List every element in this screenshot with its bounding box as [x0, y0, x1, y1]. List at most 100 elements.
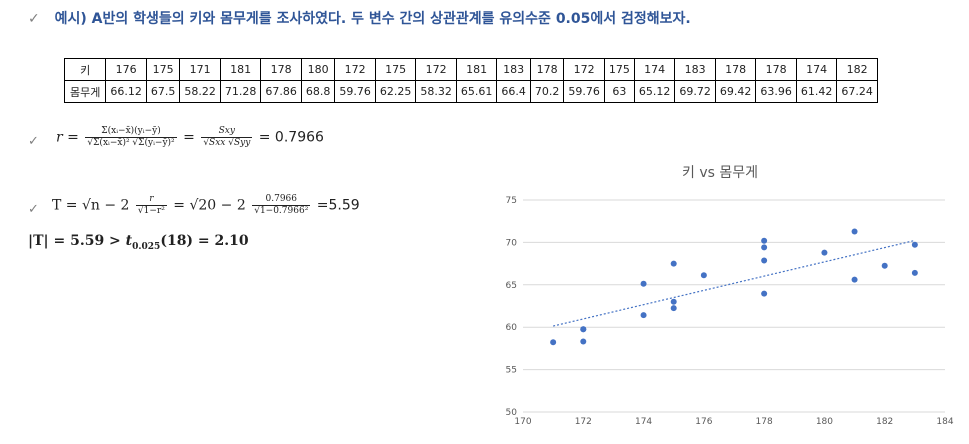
x-tick-label: 174	[635, 417, 652, 427]
fraction-numerator: Σ(xᵢ−x̄)(yᵢ−ȳ)	[85, 126, 177, 138]
x-tick-label: 176	[695, 417, 712, 427]
table-cell: 183	[496, 58, 531, 81]
formula-fraction: Sxy √Sxx √Syy	[201, 126, 253, 149]
formula-fraction: r √1−r²	[135, 194, 167, 217]
table-cell: 70.2	[529, 80, 565, 103]
table-cell: 59.76	[563, 80, 605, 103]
row-header-height: 키	[63, 58, 107, 81]
table-cell: 178	[260, 58, 302, 81]
table-cell: 69.42	[714, 80, 757, 103]
x-tick-label: 178	[756, 417, 773, 427]
data-point	[851, 228, 858, 235]
x-tick-label: 180	[816, 417, 833, 427]
fraction-numerator: r	[135, 194, 167, 206]
data-point	[881, 262, 888, 269]
fraction-denominator: √1−r²	[137, 206, 165, 216]
x-tick-label: 184	[936, 417, 953, 427]
conclusion: |T| = 5.59 > t0.025(18) = 2.10	[28, 233, 249, 252]
data-point	[700, 272, 707, 279]
data-point	[580, 326, 587, 333]
row-header-weight: 몸무게	[63, 80, 107, 103]
table-row: 키 176 175 171 181 178 180 172 175 172 181 183 178 17…	[63, 58, 878, 81]
data-point	[640, 312, 647, 319]
table-cell: 171	[179, 58, 221, 81]
data-point	[761, 257, 768, 264]
x-tick-label: 172	[575, 417, 592, 427]
formula-lhs: r =	[56, 129, 79, 146]
fraction-denominator: √1−0.7966²	[254, 206, 309, 216]
data-point	[911, 269, 918, 276]
data-point	[761, 244, 768, 251]
table-cell: 175	[374, 58, 417, 81]
problem-text: 예시) A반의 학생들의 키와 몸무게를 조사하였다. 두 변수 간의 상관관계…	[54, 11, 691, 27]
data-point	[670, 260, 677, 267]
data-point	[580, 338, 587, 345]
table-cell: 63.96	[755, 80, 797, 103]
table-cell: 62.25	[374, 80, 417, 103]
x-tick-label: 182	[876, 417, 893, 427]
table-cell: 172	[334, 58, 376, 81]
table-cell: 58.32	[415, 80, 457, 103]
table-cell: 65.12	[633, 80, 676, 103]
table-cell: 65.61	[455, 80, 498, 103]
data-point	[911, 241, 918, 248]
t-statistic-formula: T = √n − 2 r √1−r² = √20 − 2 0.7966 √1−0…	[52, 194, 360, 217]
y-tick-label: 70	[506, 238, 518, 248]
check-icon: ✓	[28, 202, 39, 217]
x-tick-label: 170	[514, 417, 531, 427]
check-icon: ✓	[28, 134, 39, 149]
fraction-numerator: 0.7966	[252, 194, 311, 206]
formula-lhs: T = √n − 2	[52, 197, 130, 214]
data-point	[821, 249, 828, 256]
fraction-denominator: √Σ(xᵢ−x̄)² √Σ(yᵢ−ȳ)²	[87, 138, 175, 148]
y-tick-label: 50	[506, 408, 518, 418]
conclusion-abs-t: |T| = 5.59 >	[28, 233, 121, 249]
table-cell: 69.72	[674, 80, 716, 103]
table-cell: 59.76	[334, 80, 376, 103]
formula-fraction: 0.7966 √1−0.7966²	[252, 194, 311, 217]
equals-sign: =	[183, 129, 195, 146]
data-point	[550, 339, 557, 346]
correlation-formula: r = Σ(xᵢ−x̄)(yᵢ−ȳ) √Σ(xᵢ−x̄)² √Σ(yᵢ−ȳ)² …	[56, 126, 324, 149]
data-point	[670, 305, 677, 312]
data-table: 키 176 175 171 181 178 180 172 175 172 181 183 178 17…	[63, 58, 878, 103]
table-cell: 178	[714, 58, 757, 81]
table-cell: 71.28	[219, 80, 262, 103]
table-cell: 172	[415, 58, 457, 81]
scatter-chart: 50 55 60 65 70 75 170 172 174 176 178 180 182 184	[506, 196, 954, 427]
chart-title: 키 vs 몸무게	[682, 165, 758, 181]
table-cell: 63	[603, 80, 635, 103]
correlation-result: = 0.7966	[258, 129, 324, 146]
table-cell: 175	[145, 58, 181, 81]
table-cell: 181	[455, 58, 498, 81]
table-cell: 180	[300, 58, 336, 81]
data-points	[550, 228, 918, 346]
table-cell: 183	[674, 58, 716, 81]
formula-middle: = √20 − 2	[173, 197, 246, 214]
fraction-numerator: Sxy	[201, 126, 253, 138]
table-cell: 68.8	[300, 80, 336, 103]
check-icon: ✓	[28, 11, 40, 27]
data-point	[761, 237, 768, 244]
table-cell: 172	[563, 58, 605, 81]
y-tick-label: 65	[506, 281, 517, 291]
x-axis: 170 172 174 176 178 180 182 184	[514, 417, 953, 427]
data-point	[670, 298, 677, 305]
critical-value-symbol: t	[125, 233, 133, 249]
y-axis: 50 55 60 65 70 75	[506, 196, 518, 418]
table-cell: 67.86	[260, 80, 302, 103]
table-cell: 178	[529, 58, 565, 81]
table-cell: 181	[219, 58, 262, 81]
data-point	[640, 280, 647, 287]
chart-grid	[523, 199, 945, 413]
table-cell: 67.5	[145, 80, 181, 103]
table-cell: 174	[795, 58, 838, 81]
critical-value-subscript: 0.025	[132, 241, 161, 252]
critical-value: (18) = 2.10	[160, 233, 249, 249]
table-cell: 66.4	[496, 80, 531, 103]
table-cell: 175	[603, 58, 635, 81]
table-cell: 66.12	[105, 80, 147, 103]
problem-heading: ✓ 예시) A반의 학생들의 키와 몸무게를 조사하였다. 두 변수 간의 상관…	[28, 8, 691, 28]
data-point	[851, 276, 858, 283]
table-cell: 178	[755, 58, 797, 81]
